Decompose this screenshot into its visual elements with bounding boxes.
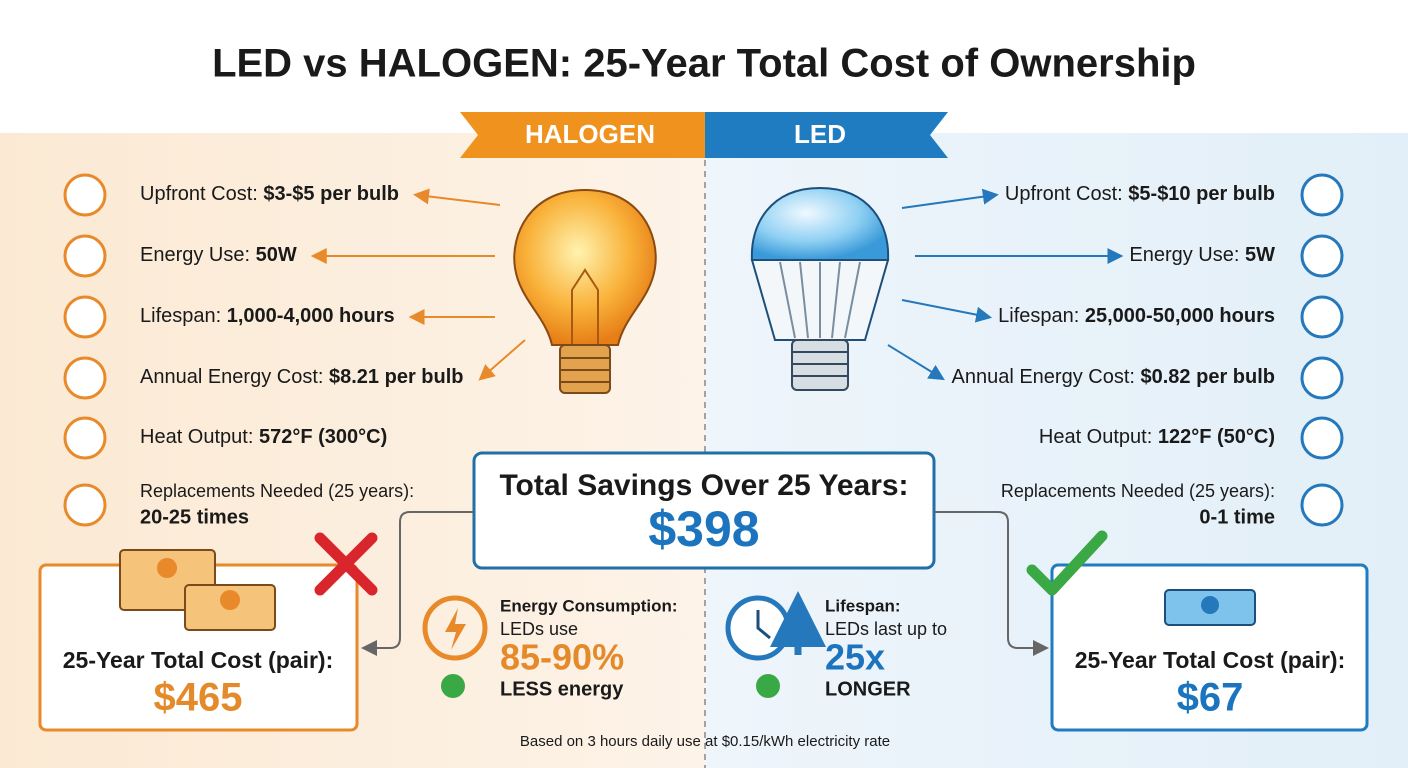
spec-icon <box>1300 416 1344 460</box>
total-label: 25-Year Total Cost (pair): <box>1075 647 1346 673</box>
spec-row: Heat Output: 122°F (50°C) <box>1039 426 1275 448</box>
spec-value: 5W <box>1245 244 1275 266</box>
banner-label: LED <box>794 119 846 149</box>
spec-row: Energy Use: 5W <box>1129 244 1275 266</box>
spec-value: $3-$5 per bulb <box>263 183 399 205</box>
spec-icon <box>1300 295 1344 339</box>
savings-box <box>472 451 936 570</box>
check-badge <box>756 674 780 698</box>
spec-value: $5-$10 per bulb <box>1128 183 1275 205</box>
spec-value: 1,000-4,000 hours <box>227 305 395 327</box>
fact-title: Energy Consumption: <box>500 596 678 615</box>
spec-value: 572°F (300°C) <box>259 426 387 448</box>
spec-row: Annual Energy Cost: $8.21 per bulb <box>140 366 464 388</box>
spec-icon <box>63 295 107 339</box>
bolt <box>445 608 466 650</box>
fact-line: LESS energy <box>500 678 624 700</box>
pointer-arrow <box>413 188 501 206</box>
fact-title: Lifespan: <box>825 596 901 615</box>
spec-label: Upfront Cost: <box>1005 183 1123 205</box>
check-badge <box>441 674 465 698</box>
spec-label: Lifespan: <box>140 305 221 327</box>
led-total-box <box>1050 563 1369 732</box>
savings-value: $398 <box>648 501 759 557</box>
title: LED vs HALOGEN: 25-Year Total Cost of Ow… <box>212 42 1196 86</box>
spec-value: $0.82 per bulb <box>1141 366 1276 388</box>
connector <box>361 511 474 656</box>
money-stack-icon <box>119 549 276 631</box>
fact-line: LONGER <box>825 678 911 700</box>
fact-line: LEDs last up to <box>825 619 947 639</box>
money-stack-icon <box>1164 589 1256 626</box>
check-icon <box>1026 530 1108 596</box>
spec-value: 20-25 times <box>140 506 249 528</box>
total-value: $465 <box>154 676 243 720</box>
connector <box>934 511 1049 656</box>
cross-icon <box>314 532 378 596</box>
total-value: $67 <box>1177 676 1244 720</box>
spec-row: Energy Use: 50W <box>140 244 297 266</box>
spec-label: Energy Use: <box>1129 244 1239 266</box>
spec-value: $8.21 per bulb <box>329 366 464 388</box>
spec-row: Lifespan: 25,000-50,000 hours <box>998 305 1275 327</box>
pointer-arrow <box>901 188 999 209</box>
spec-row: Heat Output: 572°F (300°C) <box>140 426 387 448</box>
spec-icon <box>1300 173 1344 217</box>
spec-label: Energy Use: <box>140 244 250 266</box>
spec-value: 0-1 time <box>1199 506 1275 528</box>
led-banner <box>705 112 948 158</box>
spec-row: Upfront Cost: $5-$10 per bulb <box>1005 183 1275 205</box>
total-label: 25-Year Total Cost (pair): <box>63 647 334 673</box>
energy-icon <box>422 595 488 661</box>
spec-label: Replacements Needed (25 years): <box>1001 481 1275 501</box>
fact-highlight: 85-90% <box>500 637 624 678</box>
savings-label: Total Savings Over 25 Years: <box>499 469 908 502</box>
spec-label: Heat Output: <box>1039 426 1152 448</box>
spec-icon <box>1300 356 1344 400</box>
pointer-arrow <box>887 344 945 381</box>
clock-hands <box>756 610 771 640</box>
spec-label: Annual Energy Cost: <box>952 366 1135 388</box>
spec-label: Heat Output: <box>140 426 253 448</box>
spec-value: 25,000-50,000 hours <box>1085 305 1275 327</box>
halogen-bulb <box>513 188 657 394</box>
fact-highlight: 25x <box>825 637 885 678</box>
pointer-arrow <box>478 339 526 381</box>
halogen-banner <box>460 112 705 158</box>
spec-row: Annual Energy Cost: $0.82 per bulb <box>952 366 1276 388</box>
spec-icon <box>63 356 107 400</box>
fact-line: LEDs use <box>500 619 578 639</box>
banner-label: HALOGEN <box>525 119 655 149</box>
led-bulb <box>750 186 890 391</box>
spec-icon <box>1300 483 1344 527</box>
spec-label: Lifespan: <box>998 305 1079 327</box>
spec-icon <box>63 234 107 278</box>
spec-value: 50W <box>256 244 297 266</box>
spec-row: Lifespan: 1,000-4,000 hours <box>140 305 395 327</box>
pointer-arrow <box>901 299 993 323</box>
spec-row: Upfront Cost: $3-$5 per bulb <box>140 183 399 205</box>
spec-icon <box>63 483 107 527</box>
spec-icon <box>63 416 107 460</box>
spec-label: Upfront Cost: <box>140 183 258 205</box>
spec-label: Annual Energy Cost: <box>140 366 323 388</box>
spec-label: Replacements Needed (25 years): <box>140 481 414 501</box>
footnote: Based on 3 hours daily use at $0.15/kWh … <box>520 733 890 750</box>
spec-icon <box>1300 234 1344 278</box>
spec-value: 122°F (50°C) <box>1158 426 1275 448</box>
spec-icon <box>63 173 107 217</box>
